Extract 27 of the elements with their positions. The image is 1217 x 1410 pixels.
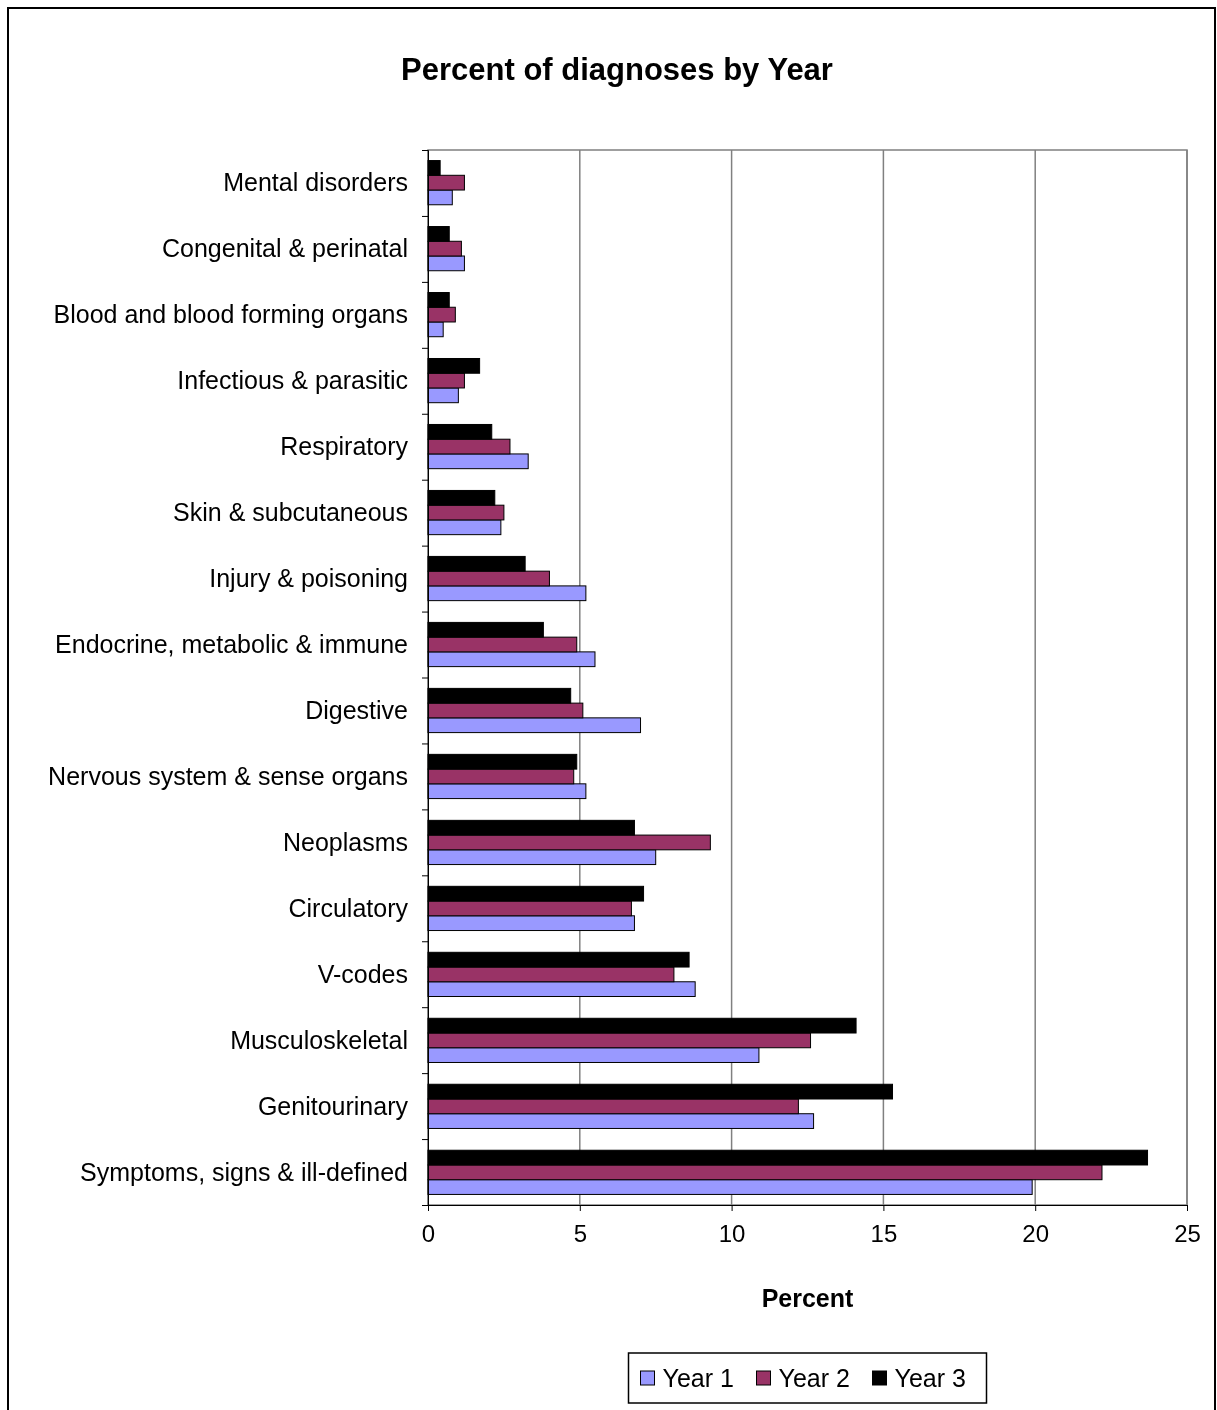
y-tick-label: Skin & subcutaneous <box>173 498 408 527</box>
y-tick-label: Musculoskeletal <box>230 1026 408 1055</box>
y-tick-label: Respiratory <box>280 432 409 461</box>
legend-label: Year 3 <box>894 1363 966 1392</box>
x-tick-label: 20 <box>1022 1220 1050 1248</box>
y-tick-label: Injury & poisoning <box>209 564 408 593</box>
y-tick-label: Blood and blood forming organs <box>53 300 408 329</box>
legend-label: Year 1 <box>662 1363 734 1392</box>
y-tick-label: Endocrine, metabolic & immune <box>55 630 408 659</box>
x-tick-label: 25 <box>1174 1220 1201 1248</box>
y-tick-label: Circulatory <box>288 894 409 923</box>
x-tick-label: 0 <box>421 1220 436 1248</box>
y-tick-label: V-codes <box>317 960 408 989</box>
y-tick-label: Infectious & parasitic <box>177 366 408 395</box>
x-tick-label: 5 <box>573 1220 587 1248</box>
legend-label: Year 2 <box>778 1363 850 1392</box>
chart-title: Percent of diagnoses by Year <box>401 52 833 87</box>
x-axis-title: Percent <box>761 1284 855 1312</box>
y-tick-label: Congenital & perinatal <box>162 234 408 263</box>
y-tick-label: Digestive <box>305 696 408 725</box>
y-tick-label: Nervous system & sense organs <box>48 762 408 791</box>
y-tick-label: Genitourinary <box>257 1092 409 1121</box>
x-tick-label: 10 <box>718 1220 746 1248</box>
y-tick-label: Symptoms, signs & ill-defined <box>80 1158 408 1187</box>
y-tick-label: Neoplasms <box>282 828 408 857</box>
y-tick-label: Mental disorders <box>223 168 408 197</box>
x-tick-label: 15 <box>870 1220 898 1248</box>
